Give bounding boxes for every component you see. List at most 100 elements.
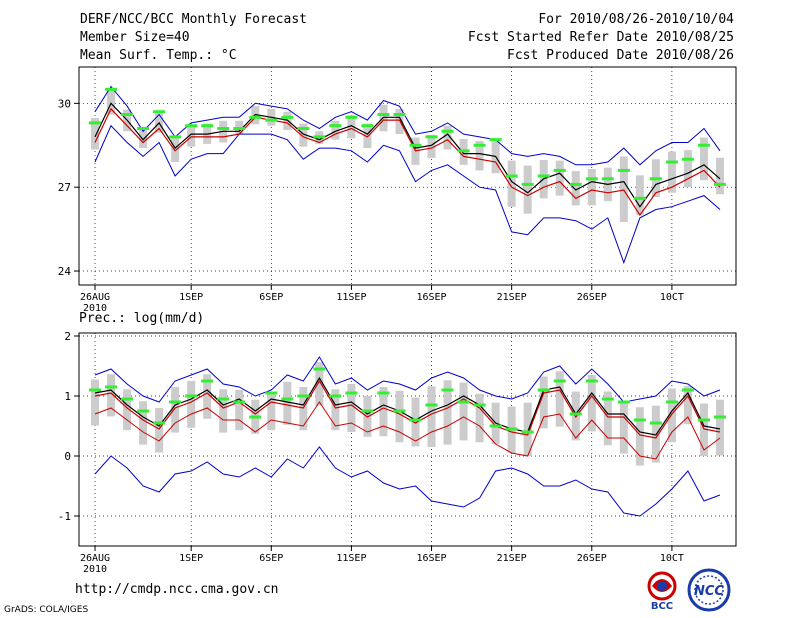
temp-spread-box: [427, 134, 436, 158]
prec-spread-box: [683, 386, 692, 425]
prec-spread-box: [555, 371, 564, 427]
prec-spread-box: [331, 389, 340, 431]
temp-spread-box: [507, 160, 516, 207]
temp-xtick-label: 26AUG: [80, 292, 110, 303]
prec-spread-box: [411, 397, 420, 447]
prec-median-line: [94, 379, 721, 439]
ncc-logo: NCC: [686, 568, 732, 612]
prec-ytick-label: -1: [58, 510, 71, 523]
prec-spread-box: [395, 390, 404, 443]
prec-spread-box: [203, 374, 212, 419]
prec-ytick-label: 1: [64, 390, 71, 403]
prec-spread-box: [283, 381, 292, 425]
forecast-title: DERF/NCC/BCC Monthly Forecast: [80, 12, 307, 27]
temp-xtick-label: 1SEP: [179, 292, 203, 303]
temp-spread-box: [571, 171, 580, 206]
bcc-logo-text: BCC: [651, 601, 673, 612]
variable-label: Mean Surf. Temp.: °C: [80, 48, 237, 63]
forecast-period: For 2010/08/26-2010/10/04: [538, 12, 734, 27]
prec-max-line: [94, 356, 721, 403]
temp-spread-box: [619, 156, 628, 223]
prec-spread-box: [587, 375, 596, 432]
prec-xtick-label: 1SEP: [179, 553, 203, 564]
prec-mean-line: [94, 376, 721, 436]
start-refer-date: Fcst Started Refer Date 2010/08/25: [467, 30, 734, 45]
source-url[interactable]: http://cmdp.ncc.cma.gov.cn: [75, 582, 279, 597]
temp-max-line: [94, 85, 721, 166]
prec-spread-box: [187, 381, 196, 428]
temp-spread-box: [187, 125, 196, 147]
prec-spread-box: [523, 402, 532, 456]
prec-spread-box: [171, 387, 180, 433]
prec-xtick-label: 16SEP: [416, 553, 446, 564]
prec-spread-box: [475, 393, 484, 443]
prec-year-label: 2010: [83, 564, 107, 575]
prec-xtick-label: 11SEP: [336, 553, 366, 564]
temp-spread-box: [171, 136, 180, 163]
temp-plot-frame: [78, 66, 737, 286]
prec-plot-frame: [78, 332, 737, 547]
prec-spread-box: [347, 384, 356, 432]
temp-spread-box: [475, 141, 484, 171]
member-size: Member Size=40: [80, 30, 190, 45]
prec-spread-box: [139, 401, 148, 445]
prec-spread-box: [379, 387, 388, 437]
prec-spread-box: [619, 402, 628, 454]
temp-mean-line: [94, 102, 721, 208]
temp-spread-box: [395, 108, 404, 135]
temp-spread-box: [139, 128, 148, 149]
temp-xtick-label: 21SEP: [497, 292, 527, 303]
prec-xtick-label: 26AUG: [80, 553, 110, 564]
prec-ytick-label: 2: [64, 330, 71, 343]
temp-spread-box: [715, 157, 724, 195]
ncc-logo-text: NCC: [694, 584, 724, 599]
prec-ytick-label: 0: [64, 450, 71, 463]
bcc-logo: BCC: [640, 568, 684, 612]
temp-min-line: [94, 124, 721, 265]
prec-spread-box: [123, 389, 132, 431]
prec-spread-box: [715, 399, 724, 456]
prec-xtick-label: 6SEP: [259, 553, 283, 564]
prec-spread-box: [155, 408, 164, 453]
temp-spread-box: [587, 169, 596, 206]
temp-spread-box: [699, 137, 708, 181]
temp-xtick-label: 16SEP: [416, 292, 446, 303]
temp-ytick-label: 30: [58, 97, 71, 110]
produced-date: Fcst Produced Date 2010/08/26: [507, 48, 734, 63]
temp-ytick-label: 24: [58, 265, 72, 278]
temp-xtick-label: 10CT: [660, 292, 684, 303]
prec-spread-box: [91, 379, 100, 426]
prec-spread-box: [539, 376, 548, 429]
temp-xtick-label: 6SEP: [259, 292, 283, 303]
prec-spread-box: [107, 374, 116, 417]
temp-spread-box: [107, 89, 116, 115]
temp-spread-box: [347, 115, 356, 139]
prec-xtick-label: 26SEP: [577, 553, 607, 564]
prec-q10-line: [94, 401, 721, 460]
prec-xtick-label: 10CT: [660, 553, 684, 564]
prec-spread-box: [443, 380, 452, 445]
temp-spread-box: [299, 123, 308, 147]
temp-median-line: [94, 107, 721, 217]
temp-spread-box: [523, 165, 532, 214]
precip-axis-title: Prec.: log(mm/d): [79, 311, 204, 326]
temp-xtick-label: 11SEP: [336, 292, 366, 303]
prec-spread-box: [459, 382, 468, 441]
temp-spread-box: [363, 123, 372, 149]
temp-spread-box: [91, 118, 100, 150]
prec-spread-box: [635, 407, 644, 466]
prec-spread-box: [699, 403, 708, 456]
temp-year-label: 2010: [83, 303, 107, 314]
prec-min-line: [94, 446, 721, 517]
temp-spread-box: [635, 175, 644, 216]
prec-xtick-label: 21SEP: [497, 553, 527, 564]
prec-spread-box: [235, 390, 244, 431]
temp-spread-box: [443, 125, 452, 150]
temp-spread-box: [683, 150, 692, 188]
prec-spread-box: [427, 386, 436, 447]
grads-credit: GrADS: COLA/IGES: [4, 605, 89, 615]
temp-xtick-label: 26SEP: [577, 292, 607, 303]
prec-spread-box: [667, 388, 676, 443]
prec-spread-box: [219, 389, 228, 433]
